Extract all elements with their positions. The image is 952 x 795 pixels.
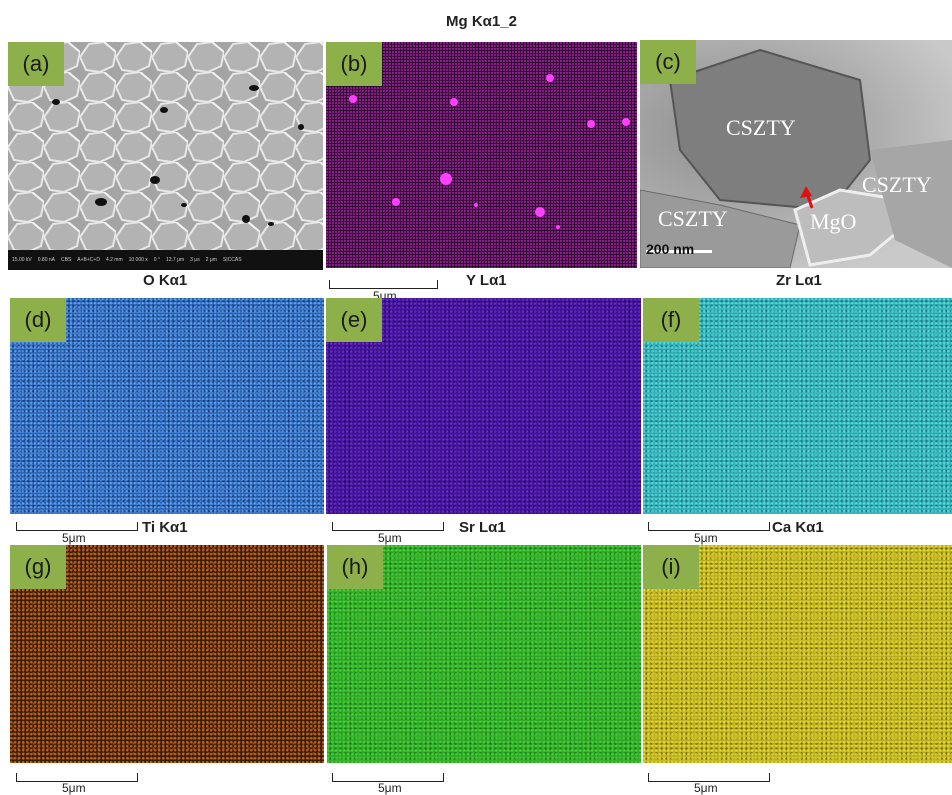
panel-d-scale-label: 5μm — [62, 531, 86, 545]
panel-a-tag: (a) — [8, 42, 64, 86]
mg-hotspots — [349, 74, 630, 229]
tem-label-cszty-1: CSZTY — [726, 115, 796, 140]
sem-databar-tilt: 0 ° — [153, 257, 160, 263]
panel-d-element-title: O Kα1 — [143, 272, 188, 289]
panel-f-scale-bar — [648, 522, 770, 531]
sem-databar: 15.00 kV 0.80 nA CBS A+B+C+D 4.2 mm 10 0… — [8, 250, 323, 270]
panel-i-ca-map: (i) — [643, 545, 952, 763]
panel-e-tag: (e) — [326, 298, 382, 342]
panel-f-zr-map: (f) — [643, 298, 952, 514]
panel-b-mg-map: (b) — [326, 42, 637, 268]
panel-i-element-title: Ca Kα1 — [772, 519, 824, 536]
panel-c-tem-image: CSZTY CSZTY CSZTY MgO 200 nm (c) — [640, 40, 952, 268]
panel-a-sem-image: 15.00 kV 0.80 nA CBS A+B+C+D 4.2 mm 10 0… — [8, 42, 323, 270]
tem-scale-label: 200 nm — [646, 241, 695, 257]
panel-h-tag: (h) — [327, 545, 383, 589]
panel-g-scale-label: 5μm — [62, 781, 86, 795]
panel-c-tag: (c) — [640, 40, 696, 84]
panel-b-tag: (b) — [326, 42, 382, 86]
panel-f-tag: (f) — [643, 298, 699, 342]
panel-e-element-title: Y Lα1 — [466, 272, 507, 289]
tem-label-cszty-3: CSZTY — [658, 206, 728, 231]
figure-title: Mg Kα1_2 — [446, 13, 517, 30]
sem-databar-mode: A+B+C+D — [77, 257, 100, 263]
tem-label-cszty-2: CSZTY — [862, 172, 932, 197]
sem-databar-hfw: 12.7 μm — [165, 257, 185, 263]
panel-e-y-map: (e) — [326, 298, 641, 514]
panel-h-scale-bar — [332, 773, 444, 782]
tem-scale-bar — [646, 250, 712, 253]
sem-databar-wd: 4.2 mm — [105, 257, 123, 263]
panel-b-scale-bar — [329, 280, 438, 289]
tem-outlines — [640, 48, 952, 268]
sem-databar-hv: 15.00 kV — [12, 257, 32, 263]
panel-i-scale-label: 5μm — [694, 781, 718, 795]
panel-g-element-title: Ti Kα1 — [142, 519, 188, 536]
panel-f-scale-label: 5μm — [694, 531, 718, 545]
panel-g-ti-map: (g) — [10, 545, 324, 763]
sem-databar-lab: SICCAS — [222, 257, 242, 263]
panel-i-tag: (i) — [643, 545, 699, 589]
panel-g-tag: (g) — [10, 545, 66, 589]
sem-databar-dwell: 3 μs — [190, 257, 200, 263]
panel-f-element-title: Zr Lα1 — [776, 272, 822, 289]
panel-e-scale-bar — [332, 522, 444, 531]
panel-h-top-scale-label: 5μm — [378, 531, 402, 545]
tem-label-mgo: MgO — [810, 209, 857, 234]
panel-h-scale-label: 5μm — [378, 781, 402, 795]
panel-h-sr-map: (h) — [327, 545, 641, 763]
panel-d-o-map: (d) — [10, 298, 324, 514]
panel-g-scale-bar — [16, 773, 138, 782]
panel-d-tag: (d) — [10, 298, 66, 342]
panel-h-element-title: Sr Lα1 — [459, 519, 506, 536]
panel-d-scale-bar — [16, 522, 138, 531]
sem-databar-det: CBS — [61, 257, 72, 263]
panel-i-scale-bar — [648, 773, 770, 782]
sem-databar-curr: 0.80 nA — [37, 257, 55, 263]
sem-databar-scale: 2 μm — [205, 257, 217, 263]
sem-databar-mag: 10 000 x — [128, 257, 148, 263]
